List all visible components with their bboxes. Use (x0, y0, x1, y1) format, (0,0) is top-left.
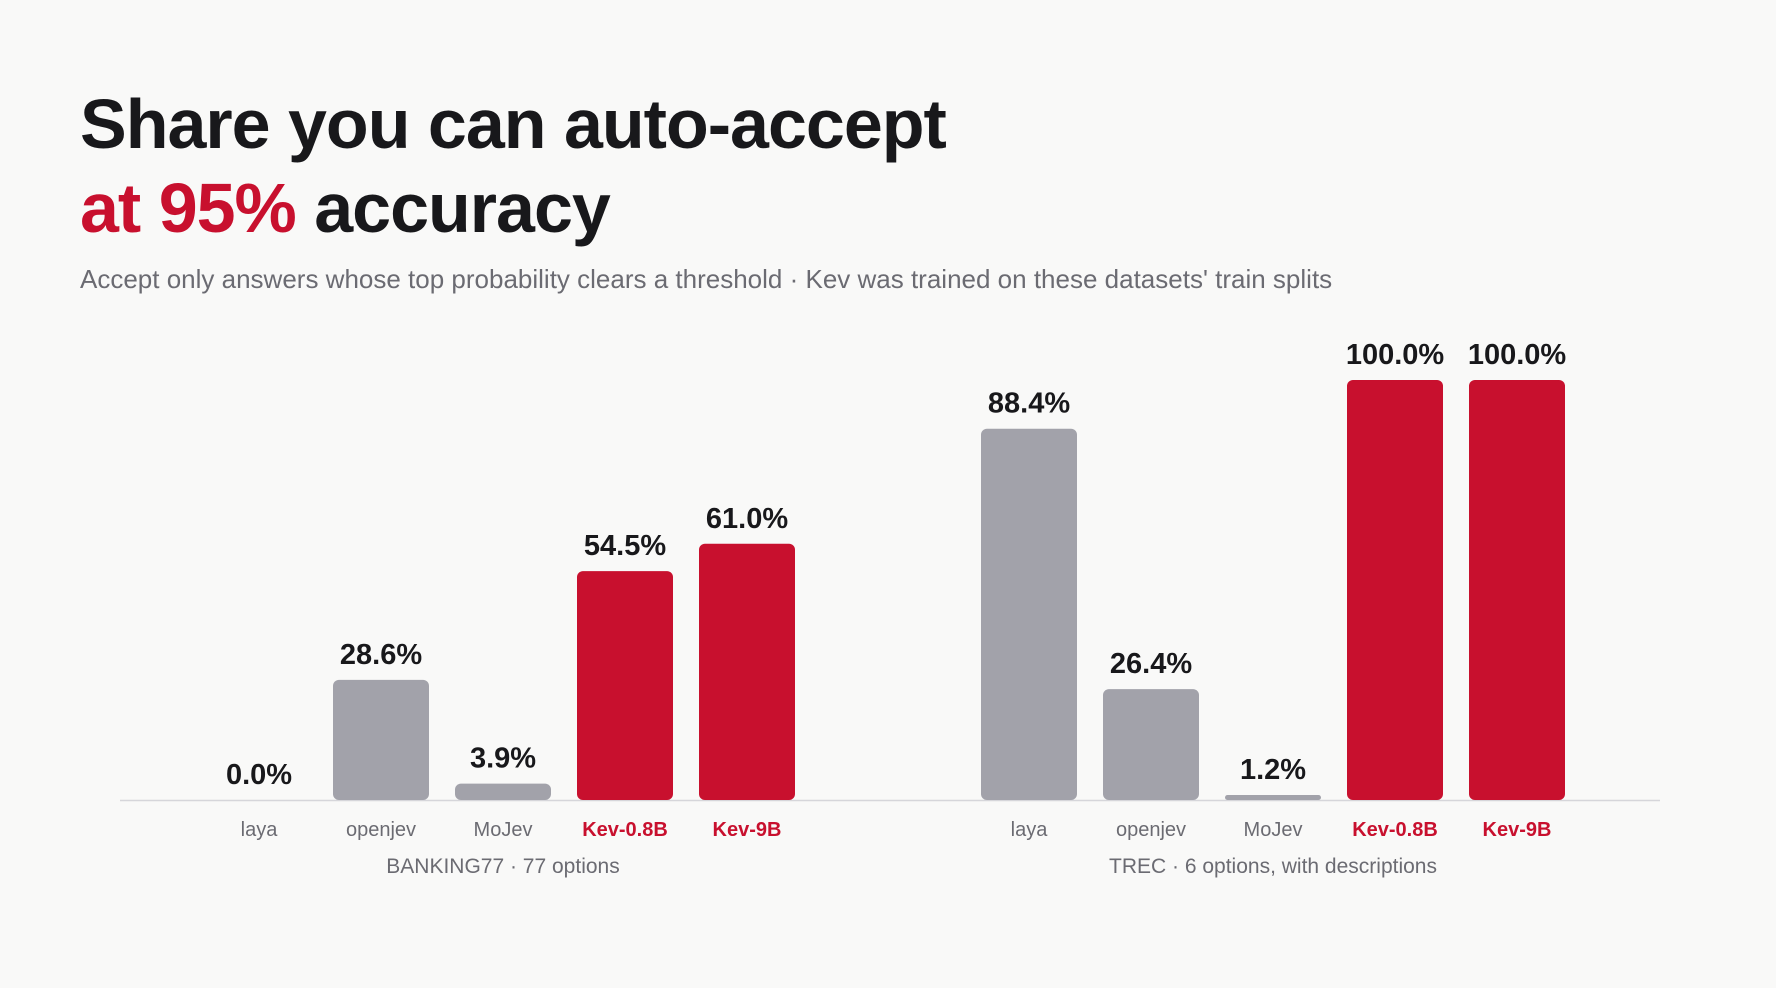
value-label: 54.5% (584, 530, 666, 562)
category-label: openjev (346, 819, 416, 841)
category-label: Kev-0.8B (582, 819, 668, 841)
title-accent: at 95% (80, 169, 297, 247)
value-label: 100.0% (1346, 339, 1445, 371)
chart-subtitle: Accept only answers whose top probabilit… (80, 264, 1333, 294)
value-label: 100.0% (1468, 339, 1567, 371)
chart-title: Share you can auto-accept at 95% accurac… (80, 82, 947, 250)
value-label: 26.4% (1110, 648, 1192, 680)
value-label: 3.9% (470, 743, 536, 775)
category-label: MoJev (1244, 819, 1303, 841)
value-label: 28.6% (340, 639, 422, 671)
bar-2-mojev (1225, 794, 1321, 800)
bar-2-openjev (1103, 689, 1199, 800)
bar-1-kev-0-8b (577, 571, 673, 800)
category-label: Kev-9B (713, 819, 782, 841)
bar-2-laya (981, 428, 1077, 800)
category-label: Kev-0.8B (1352, 819, 1438, 841)
group-label: TREC · 6 options, with descriptions (1109, 855, 1437, 878)
value-label: 1.2% (1240, 754, 1306, 786)
category-label: laya (1011, 819, 1049, 841)
bar-2-kev-9b (1469, 380, 1565, 800)
value-label: 0.0% (226, 759, 292, 791)
bar-1-mojev (455, 783, 551, 800)
title-rest: accuracy (295, 169, 611, 247)
category-label: openjev (1116, 819, 1186, 841)
value-label: 88.4% (988, 388, 1070, 420)
group-label: BANKING77 · 77 options (386, 855, 619, 878)
value-label: 61.0% (706, 503, 788, 535)
bar-1-kev-9b (699, 543, 795, 800)
bar-1-openjev (333, 679, 429, 800)
category-label: Kev-9B (1483, 819, 1552, 841)
category-label: MoJev (474, 819, 533, 841)
title-line-1: Share you can auto-accept (80, 85, 947, 163)
category-label: laya (241, 819, 279, 841)
bar-2-kev-0-8b (1347, 380, 1443, 800)
